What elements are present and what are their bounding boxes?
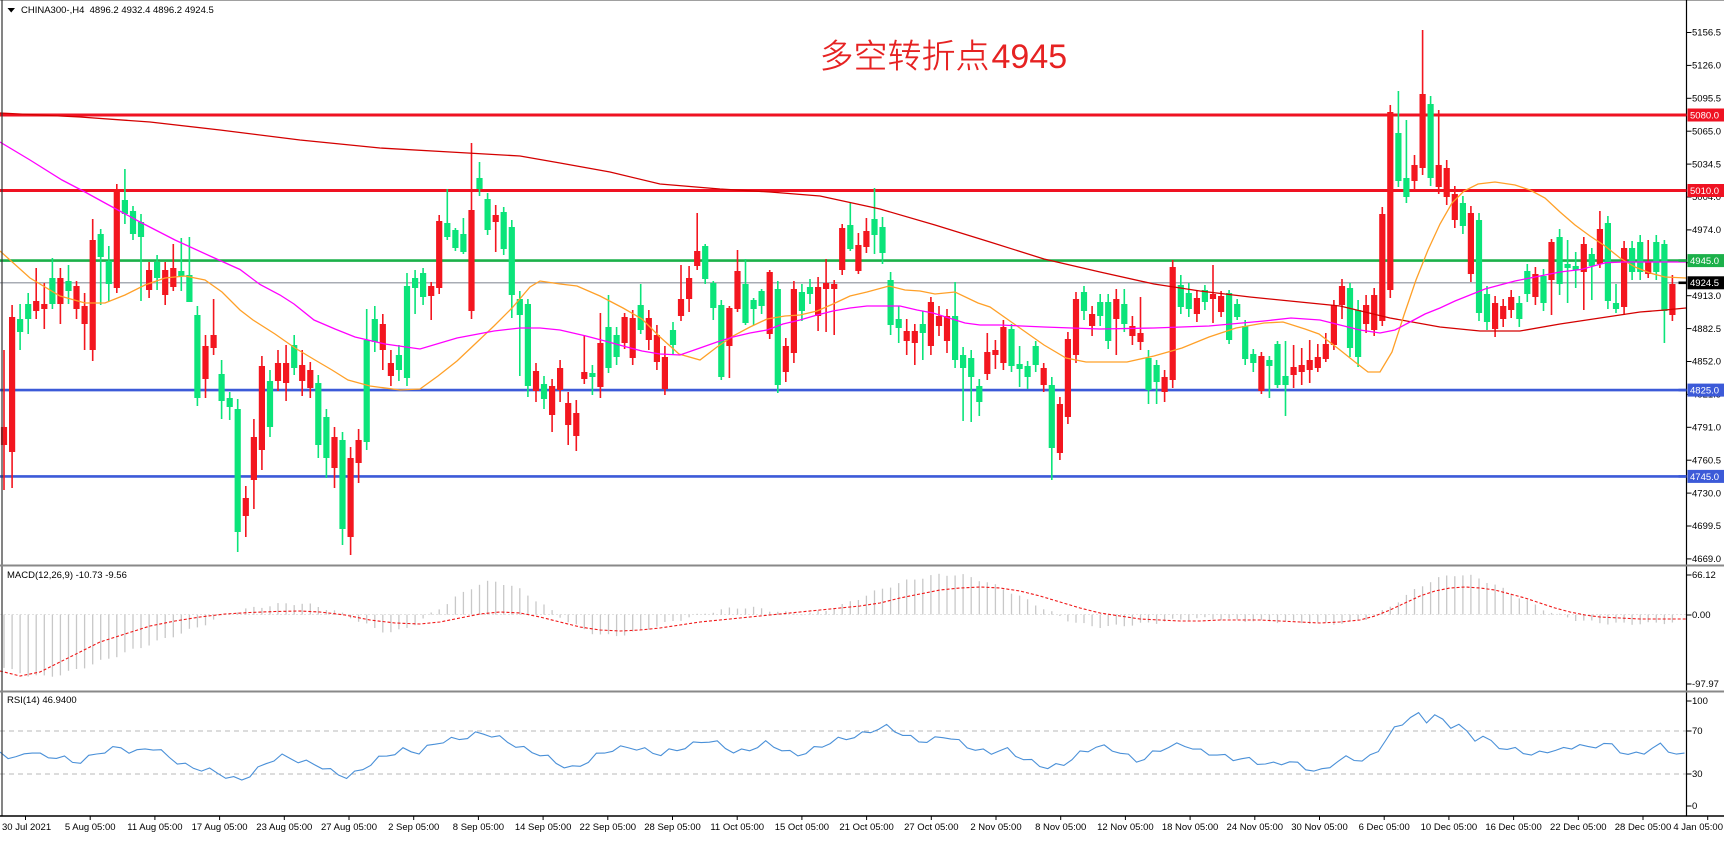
svg-text:15 Oct 05:00: 15 Oct 05:00	[775, 822, 829, 833]
svg-text:30 Jul 2021: 30 Jul 2021	[2, 822, 51, 833]
svg-text:5065.0: 5065.0	[1692, 126, 1721, 137]
svg-text:5034.5: 5034.5	[1692, 159, 1721, 170]
svg-text:30: 30	[1692, 769, 1703, 780]
svg-text:4913.0: 4913.0	[1692, 291, 1721, 302]
svg-text:CHINA300-,H4 4896.2 4932.4 48: CHINA300-,H4 4896.2 4932.4 4896.2 4924.5	[21, 5, 214, 16]
svg-text:28 Dec 05:00: 28 Dec 05:00	[1615, 822, 1672, 833]
svg-text:22 Sep 05:00: 22 Sep 05:00	[580, 822, 637, 833]
svg-text:4945: 4945	[992, 38, 1068, 76]
svg-text:MACD(12,26,9) -10.73 -9.56: MACD(12,26,9) -10.73 -9.56	[7, 570, 127, 581]
svg-text:6 Dec 05:00: 6 Dec 05:00	[1359, 822, 1410, 833]
svg-text:2 Sep 05:00: 2 Sep 05:00	[388, 822, 439, 833]
svg-text:12 Nov 05:00: 12 Nov 05:00	[1097, 822, 1154, 833]
svg-text:4 Jan 05:00: 4 Jan 05:00	[1673, 822, 1723, 833]
svg-text:14 Sep 05:00: 14 Sep 05:00	[515, 822, 572, 833]
svg-text:23 Aug 05:00: 23 Aug 05:00	[256, 822, 312, 833]
svg-text:27 Oct 05:00: 27 Oct 05:00	[904, 822, 958, 833]
svg-text:4699.5: 4699.5	[1692, 521, 1721, 532]
svg-text:24 Nov 05:00: 24 Nov 05:00	[1227, 822, 1284, 833]
svg-text:16 Dec 05:00: 16 Dec 05:00	[1485, 822, 1542, 833]
svg-text:5 Aug 05:00: 5 Aug 05:00	[65, 822, 116, 833]
svg-text:4669.0: 4669.0	[1692, 554, 1721, 565]
svg-text:5156.5: 5156.5	[1692, 28, 1721, 39]
svg-text:0: 0	[1692, 801, 1697, 812]
svg-text:11 Aug 05:00: 11 Aug 05:00	[127, 822, 182, 833]
svg-text:11 Oct 05:00: 11 Oct 05:00	[710, 822, 764, 833]
svg-text:27 Aug 05:00: 27 Aug 05:00	[321, 822, 377, 833]
svg-text:4730.0: 4730.0	[1692, 488, 1721, 499]
svg-text:4924.5: 4924.5	[1690, 278, 1719, 289]
svg-text:10 Dec 05:00: 10 Dec 05:00	[1421, 822, 1478, 833]
svg-text:18 Nov 05:00: 18 Nov 05:00	[1162, 822, 1219, 833]
svg-text:-97.97: -97.97	[1692, 679, 1719, 690]
svg-text:4825.0: 4825.0	[1690, 386, 1719, 397]
svg-text:28 Sep 05:00: 28 Sep 05:00	[644, 822, 701, 833]
svg-text:0.00: 0.00	[1692, 610, 1711, 621]
svg-text:4760.5: 4760.5	[1692, 455, 1721, 466]
svg-text:4852.0: 4852.0	[1692, 357, 1721, 368]
svg-text:4945.0: 4945.0	[1690, 256, 1719, 267]
svg-text:17 Aug 05:00: 17 Aug 05:00	[192, 822, 248, 833]
svg-text:5126.0: 5126.0	[1692, 61, 1721, 72]
svg-text:4882.5: 4882.5	[1692, 324, 1721, 335]
svg-text:8 Sep 05:00: 8 Sep 05:00	[453, 822, 504, 833]
svg-text:2 Nov 05:00: 2 Nov 05:00	[970, 822, 1021, 833]
svg-text:21 Oct 05:00: 21 Oct 05:00	[839, 822, 893, 833]
svg-text:4791.0: 4791.0	[1692, 423, 1721, 434]
svg-text:RSI(14) 46.9400: RSI(14) 46.9400	[7, 695, 77, 706]
svg-text:8 Nov 05:00: 8 Nov 05:00	[1035, 822, 1086, 833]
svg-text:5095.5: 5095.5	[1692, 94, 1721, 105]
svg-text:70: 70	[1692, 726, 1703, 737]
svg-text:4974.0: 4974.0	[1692, 225, 1721, 236]
svg-text:66.12: 66.12	[1692, 570, 1716, 581]
svg-text:4745.0: 4745.0	[1690, 472, 1719, 483]
svg-text:5010.0: 5010.0	[1690, 186, 1719, 197]
svg-text:100: 100	[1692, 696, 1708, 707]
svg-text:22 Dec 05:00: 22 Dec 05:00	[1550, 822, 1607, 833]
svg-text:30 Nov 05:00: 30 Nov 05:00	[1291, 822, 1348, 833]
svg-text:5080.0: 5080.0	[1690, 110, 1719, 121]
